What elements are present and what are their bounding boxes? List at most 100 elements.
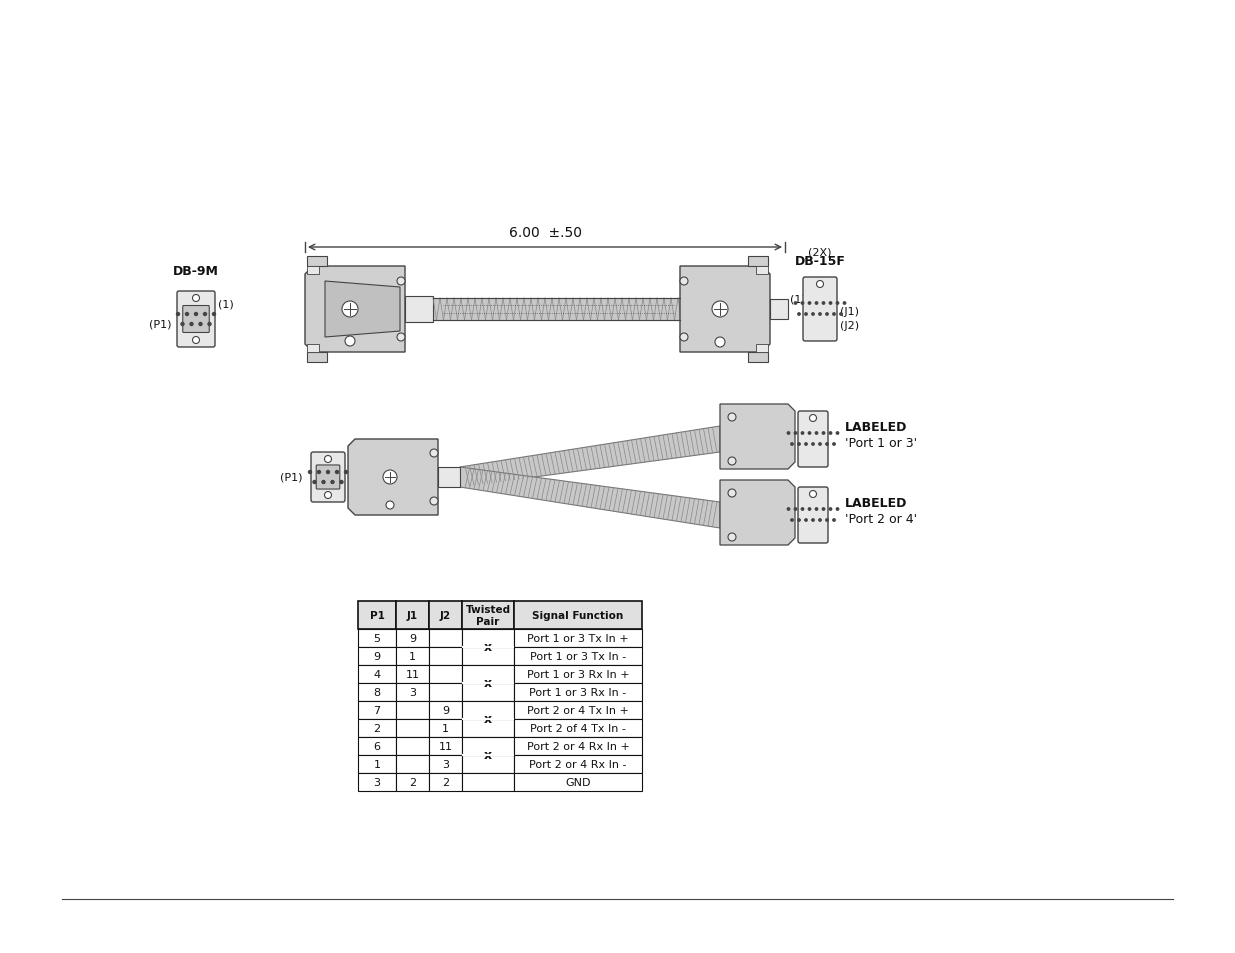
Circle shape [794,433,797,435]
Circle shape [836,302,839,305]
Bar [358,629,396,647]
Bar [514,601,642,629]
Text: 2: 2 [373,723,380,733]
Text: x: x [484,640,492,654]
Circle shape [309,471,311,474]
FancyBboxPatch shape [177,292,215,348]
Bar [769,299,788,319]
Circle shape [199,323,203,326]
Circle shape [193,337,200,344]
Circle shape [326,471,330,474]
Text: (P1): (P1) [148,319,170,330]
Circle shape [819,314,821,315]
Text: Port 1 or 3 Rx In +: Port 1 or 3 Rx In + [526,669,630,679]
Bar [396,755,429,773]
Circle shape [713,302,727,317]
Text: 3: 3 [409,687,416,698]
Bar [396,773,429,791]
Circle shape [322,481,325,484]
Bar [462,665,514,683]
Circle shape [798,314,800,315]
Circle shape [809,491,816,498]
Bar [358,647,396,665]
Circle shape [823,302,825,305]
Circle shape [794,302,797,305]
Bar [462,738,514,755]
Text: 'Port 1 or 3': 'Port 1 or 3' [845,437,918,450]
Text: 2: 2 [442,778,450,787]
Circle shape [345,336,354,347]
Bar [358,665,396,683]
Circle shape [325,456,331,463]
Bar [514,647,642,665]
Text: Port 2 or 4 Rx In +: Port 2 or 4 Rx In + [526,741,630,751]
Circle shape [819,443,821,446]
Bar [429,683,462,701]
Circle shape [207,323,211,326]
Circle shape [727,534,736,541]
Text: LABELED: LABELED [845,421,908,434]
Bar [429,720,462,738]
Circle shape [829,508,831,511]
Bar [514,683,642,701]
Circle shape [331,481,333,484]
Circle shape [798,519,800,521]
Bar [396,601,429,629]
Circle shape [194,314,198,316]
Text: 'Port 2 or 4': 'Port 2 or 4' [845,513,918,526]
Bar [748,353,768,363]
Text: J2: J2 [440,610,451,620]
Bar [514,773,642,791]
Circle shape [177,314,179,316]
Circle shape [787,508,789,511]
Circle shape [809,416,816,422]
Text: 8: 8 [373,687,380,698]
Circle shape [212,314,215,316]
Circle shape [802,433,804,435]
Text: 6.00  ±.50: 6.00 ±.50 [509,226,582,240]
Circle shape [790,443,793,446]
Text: LABELED: LABELED [845,497,908,510]
Text: 6: 6 [373,741,380,751]
Circle shape [790,519,793,521]
Text: (1): (1) [790,294,805,305]
Bar [358,701,396,720]
Text: (2X): (2X) [808,248,831,257]
Text: 9: 9 [373,651,380,661]
Circle shape [317,471,321,474]
Circle shape [832,443,835,446]
Text: Twisted
Pair: Twisted Pair [466,604,510,626]
Bar [756,267,768,274]
Circle shape [840,314,842,315]
Text: Port 1 or 3 Rx In -: Port 1 or 3 Rx In - [530,687,626,698]
Circle shape [340,481,343,484]
Bar [308,345,319,353]
Circle shape [819,519,821,521]
Circle shape [342,302,358,317]
Bar [308,267,319,274]
Bar [405,296,433,323]
Circle shape [815,508,818,511]
Text: 9: 9 [442,705,450,716]
Circle shape [787,433,789,435]
Circle shape [383,471,396,484]
Text: 5: 5 [373,634,380,643]
Circle shape [823,508,825,511]
Circle shape [185,314,189,316]
Circle shape [808,302,810,305]
Text: 11: 11 [438,741,452,751]
Text: (1): (1) [219,299,233,310]
Bar [396,629,429,647]
Text: 4: 4 [373,669,380,679]
Bar [514,720,642,738]
Text: 9: 9 [409,634,416,643]
Circle shape [182,323,184,326]
Text: (J2): (J2) [802,506,820,517]
Bar [462,629,514,647]
Circle shape [805,519,808,521]
Bar [358,720,396,738]
Bar [514,738,642,755]
Circle shape [336,471,338,474]
Text: Port 2 of 4 Tx In -: Port 2 of 4 Tx In - [530,723,626,733]
Text: Signal Function: Signal Function [532,610,624,620]
